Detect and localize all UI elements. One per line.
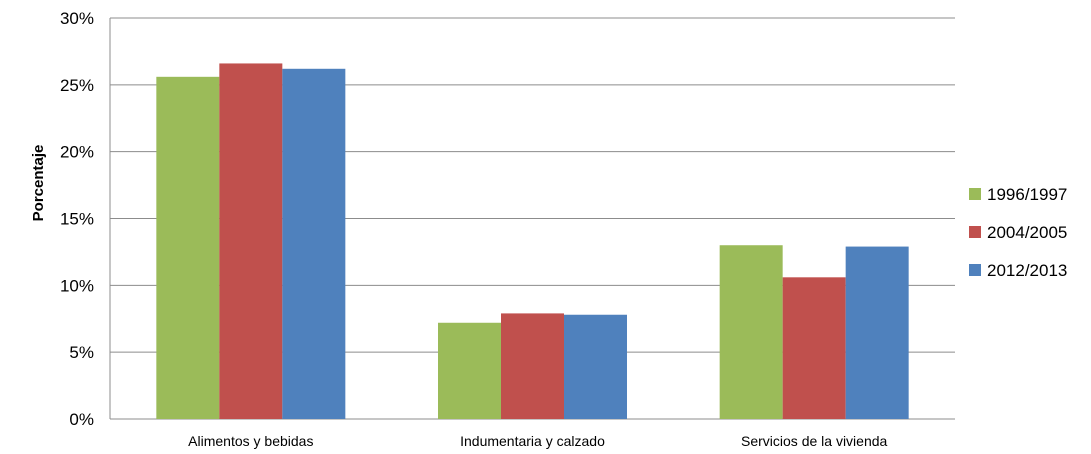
y-axis-ticks: 0% 5% 10% 15% 20% 25% 30% [60,9,94,429]
bar [438,322,501,419]
legend-swatch [969,226,981,238]
y-tick-label: 25% [60,76,94,95]
x-category-label: Indumentaria y calzado [460,433,605,449]
legend-swatch [969,264,981,276]
bars [156,63,909,420]
bar [219,63,283,420]
y-tick-label: 0% [69,410,94,429]
y-tick-label: 10% [60,276,94,295]
bar [501,313,564,419]
x-axis-categories: Alimentos y bebidas Indumentaria y calzad… [188,433,887,449]
bar [719,245,783,419]
x-category-label: Alimentos y bebidas [188,433,313,449]
legend-label: 2012/2013 [987,261,1067,280]
y-axis-label: Porcentaje [30,145,47,222]
x-category-label: Servicios de la vivienda [741,433,888,449]
legend: 1996/1997 2004/2005 2012/2013 [969,185,1067,280]
bar [156,76,220,420]
bar [782,277,846,419]
legend-label: 1996/1997 [987,185,1067,204]
y-tick-label: 30% [60,9,94,28]
legend-swatch [969,188,981,200]
y-tick-label: 20% [60,143,94,162]
legend-label: 2004/2005 [987,223,1067,242]
bar [282,68,346,419]
bar [845,246,909,419]
bar [564,314,627,419]
y-tick-label: 5% [69,343,94,362]
y-tick-label: 15% [60,210,94,229]
